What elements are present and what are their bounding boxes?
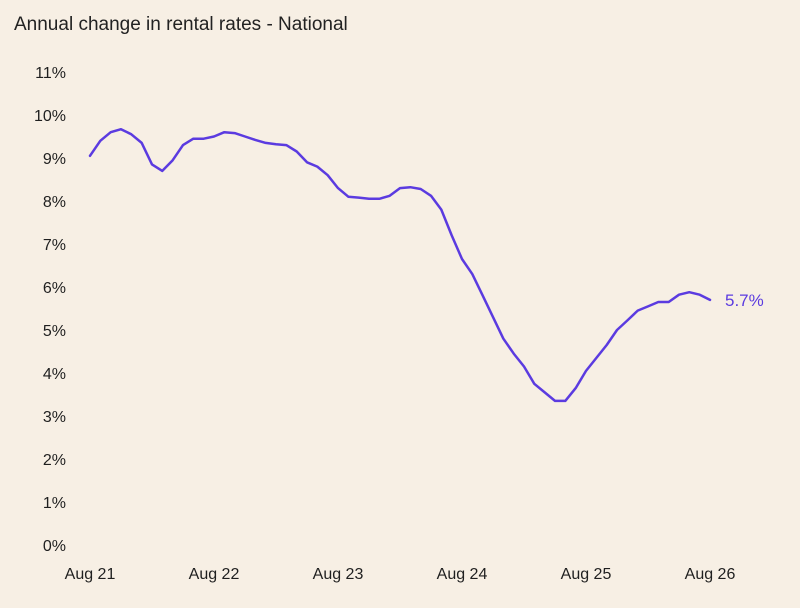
- y-tick-label: 2%: [43, 452, 66, 469]
- y-tick-label: 7%: [43, 237, 66, 254]
- x-tick-label: Aug 24: [437, 566, 488, 583]
- y-tick-label: 0%: [43, 538, 66, 555]
- x-tick-label: Aug 25: [561, 566, 612, 583]
- y-tick-label: 3%: [43, 409, 66, 426]
- y-tick-label: 10%: [34, 108, 66, 125]
- y-tick-label: 5%: [43, 323, 66, 340]
- end-value-label: 5.7%: [725, 291, 764, 310]
- y-tick-label: 9%: [43, 151, 66, 168]
- y-tick-label: 6%: [43, 280, 66, 297]
- y-tick-label: 8%: [43, 194, 66, 211]
- x-axis: Aug 21 Aug 22 Aug 23 Aug 24 Aug 25 Aug 26: [65, 566, 736, 583]
- y-tick-label: 4%: [43, 366, 66, 383]
- series-line: [88, 127, 712, 403]
- chart-title: Annual change in rental rates - National: [14, 14, 348, 35]
- y-axis: 0% 1% 2% 3% 4% 5% 6% 7% 8% 9% 10% 11%: [34, 65, 66, 555]
- x-tick-label: Aug 23: [313, 566, 364, 583]
- x-tick-label: Aug 26: [685, 566, 736, 583]
- x-tick-label: Aug 22: [189, 566, 240, 583]
- y-tick-label: 1%: [43, 495, 66, 512]
- y-tick-label: 11%: [35, 65, 66, 82]
- plot-area: 5.7%: [88, 127, 764, 403]
- x-tick-label: Aug 21: [65, 566, 116, 583]
